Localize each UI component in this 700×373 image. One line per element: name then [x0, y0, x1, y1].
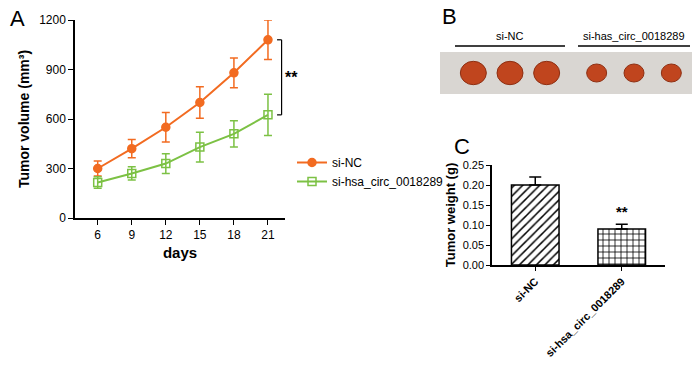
svg-text:21: 21: [261, 228, 275, 242]
svg-text:15: 15: [193, 228, 207, 242]
svg-text:si-NC: si-NC: [512, 275, 541, 304]
svg-text:9: 9: [128, 228, 135, 242]
svg-text:0.15: 0.15: [463, 199, 484, 211]
svg-text:0.20: 0.20: [463, 179, 484, 191]
svg-text:C: C: [454, 134, 470, 159]
svg-text:days: days: [163, 244, 197, 261]
svg-text:si-hsa_circ_0018289: si-hsa_circ_0018289: [332, 175, 443, 189]
svg-text:si-NC: si-NC: [496, 30, 524, 42]
svg-text:600: 600: [46, 112, 66, 126]
svg-text:6: 6: [94, 228, 101, 242]
svg-text:si-NC: si-NC: [332, 156, 362, 170]
svg-text:0.00: 0.00: [463, 259, 484, 271]
svg-text:0: 0: [59, 211, 66, 225]
svg-text:12: 12: [159, 228, 173, 242]
svg-text:0.25: 0.25: [463, 159, 484, 171]
svg-text:900: 900: [46, 63, 66, 77]
svg-text:si-hsa_circ_0018289: si-hsa_circ_0018289: [543, 275, 627, 359]
svg-text:Tumor weight (g): Tumor weight (g): [443, 163, 458, 267]
svg-text:0.10: 0.10: [463, 219, 484, 231]
svg-text:si-has_circ_0018289: si-has_circ_0018289: [583, 30, 685, 42]
svg-text:A: A: [10, 6, 25, 31]
svg-text:**: **: [285, 69, 298, 86]
svg-text:**: **: [616, 203, 628, 220]
svg-text:B: B: [442, 4, 457, 29]
svg-text:300: 300: [46, 162, 66, 176]
svg-text:18: 18: [227, 228, 241, 242]
svg-text:1200: 1200: [39, 13, 66, 27]
svg-text:0.05: 0.05: [463, 239, 484, 251]
svg-text:Tumor volume (mm³): Tumor volume (mm³): [16, 50, 32, 188]
